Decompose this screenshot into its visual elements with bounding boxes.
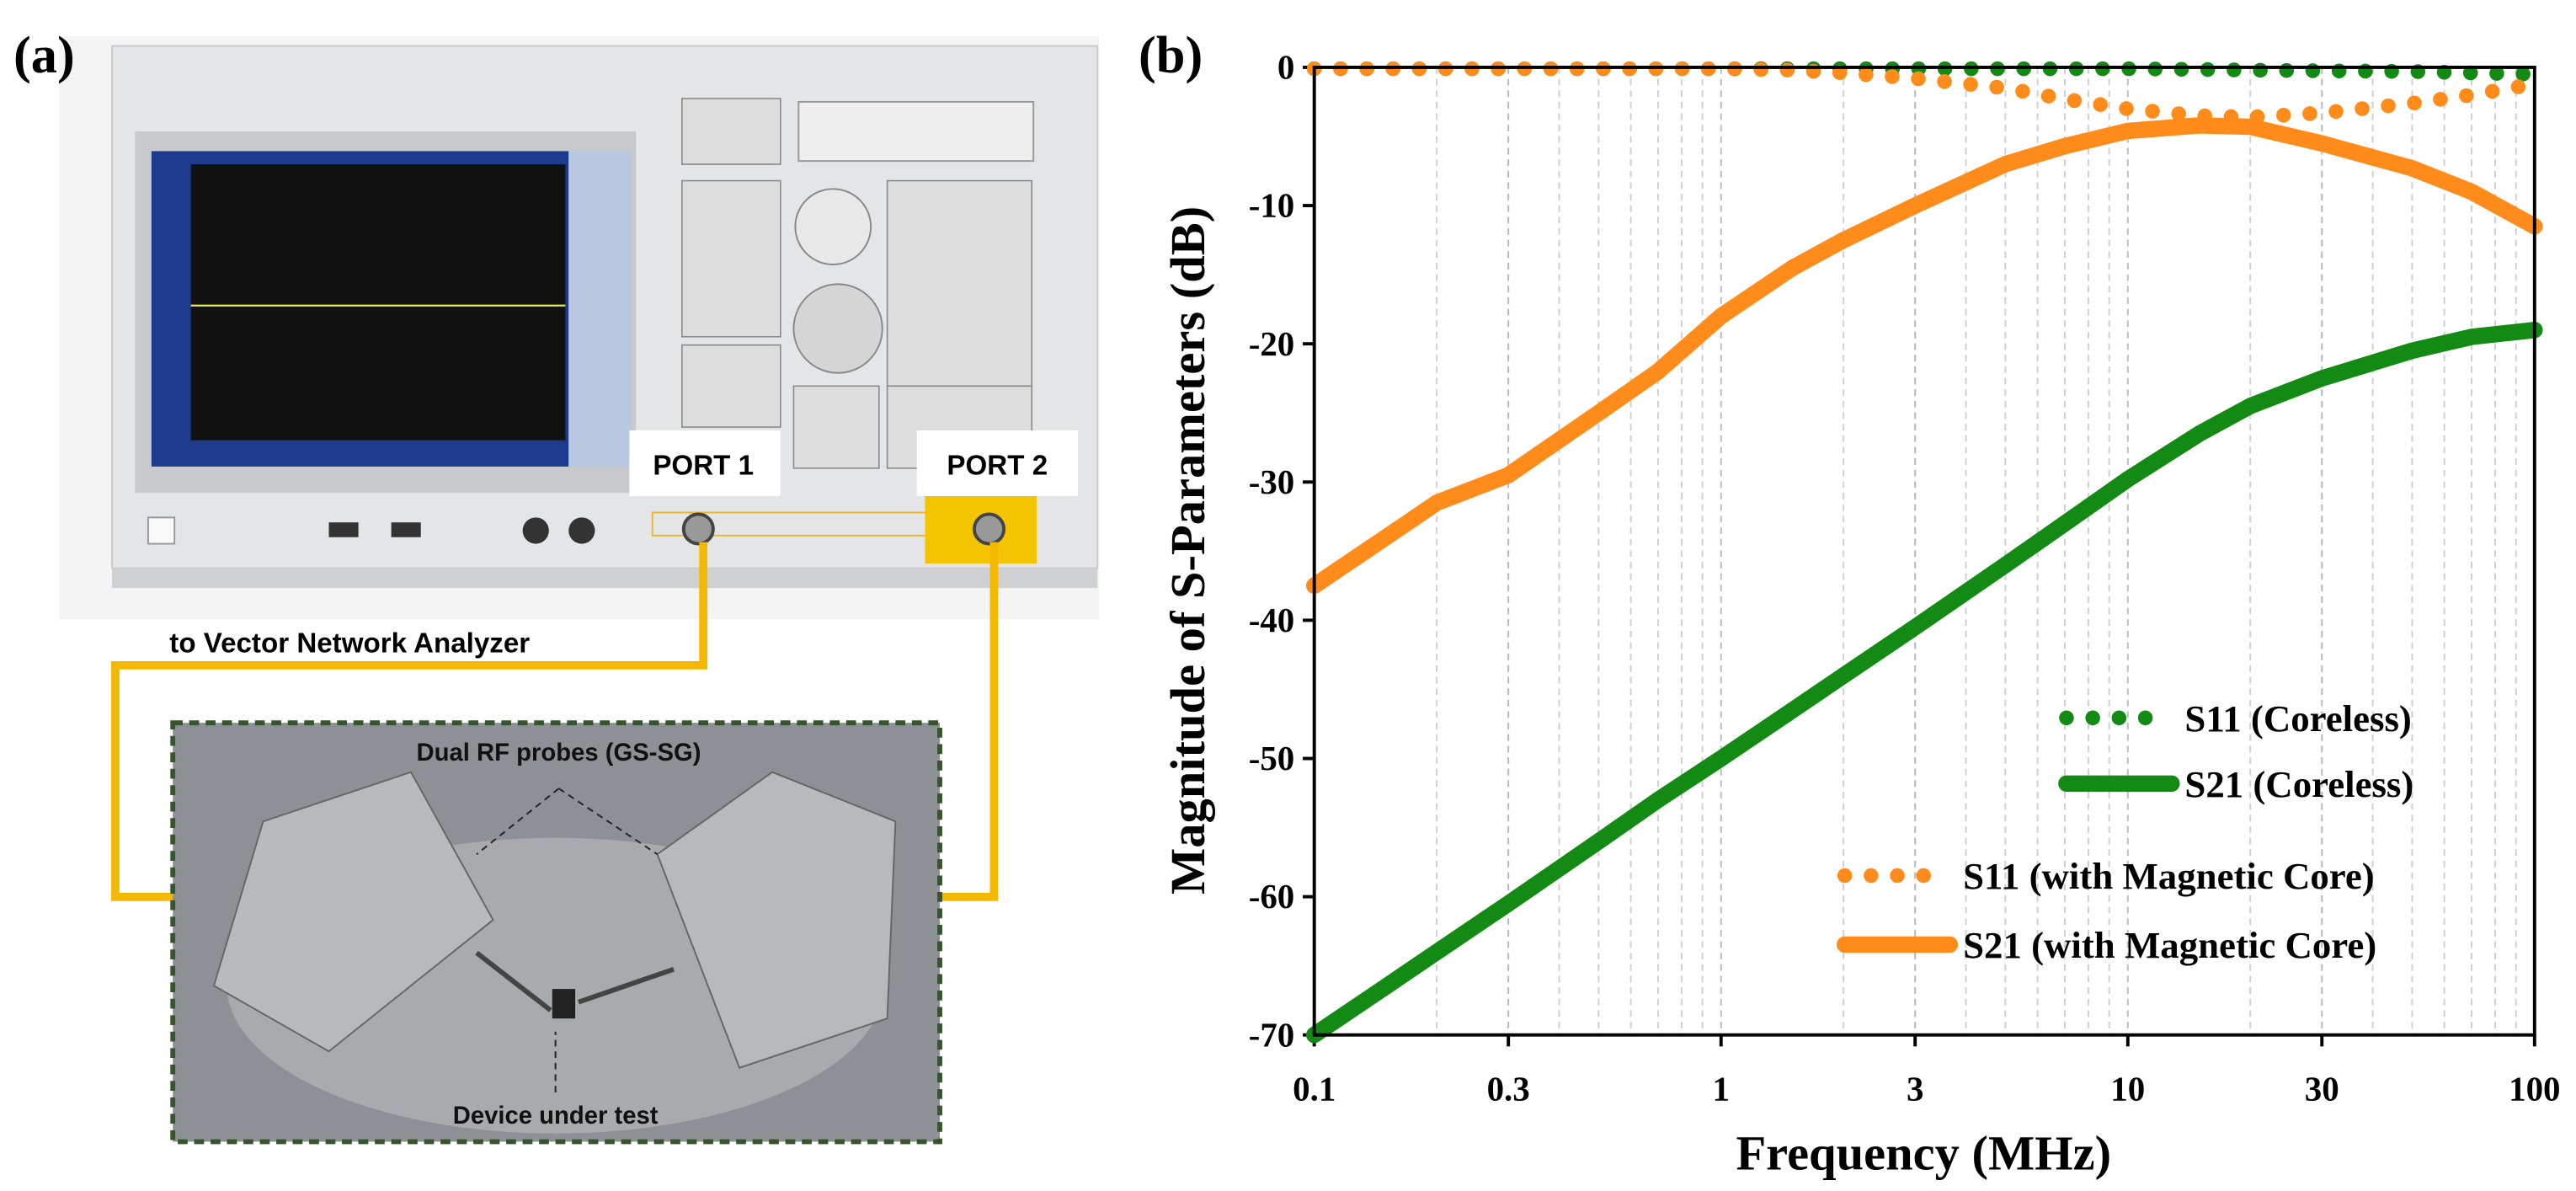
y-tick-label: 0 <box>1277 49 1294 87</box>
legend-label: S11 (Coreless) <box>2184 697 2411 740</box>
port1-label: PORT 1 <box>653 451 754 482</box>
cable-port2 <box>936 542 999 901</box>
display-window <box>797 100 1035 163</box>
usb-port <box>328 522 359 537</box>
port2-label-box <box>916 430 1078 497</box>
y-tick-label: -60 <box>1249 878 1295 916</box>
device <box>552 989 576 1019</box>
y-tick-label: -70 <box>1249 1016 1295 1054</box>
pointer <box>558 788 659 855</box>
probe-left <box>212 771 494 1053</box>
photo-panel: PORT 1 PORT 2 to Vector Network Analyzer… <box>13 26 1100 1145</box>
knob <box>794 188 872 265</box>
probes-caption: Dual RF probes (GS-SG) <box>417 740 701 766</box>
cable-port1 <box>111 542 708 901</box>
y-tick-label: -20 <box>1249 325 1295 363</box>
dut-caption: Device under test <box>453 1103 659 1130</box>
y-tick-label: -40 <box>1249 601 1295 639</box>
y-axis-label: Magnitude of S-Parameters (dB) <box>1160 206 1215 895</box>
probe-power <box>522 517 549 544</box>
x-tick-label: 0.3 <box>1487 1071 1530 1108</box>
probe-tip <box>475 950 552 1012</box>
port1-connector <box>681 512 715 546</box>
legend-label: S21 (Coreless) <box>2184 763 2413 805</box>
panel-label: (b) <box>1139 26 1203 84</box>
legend-label: S21 (with Magnetic Core) <box>1963 924 2376 966</box>
x-tick-label: 30 <box>2305 1071 2339 1108</box>
chart: (b) Frequency (MHz) Magnitude of S-Param… <box>1139 26 2560 1181</box>
nav-pad <box>792 283 883 374</box>
x-tick-label: 100 <box>2509 1071 2560 1108</box>
y-tick-label: -10 <box>1249 187 1295 225</box>
screen-plot <box>190 164 566 441</box>
probe-power <box>568 517 595 544</box>
legend-label: S11 (with Magnetic Core) <box>1963 855 2375 897</box>
power-button <box>147 516 176 545</box>
x-axis-label: Frequency (MHz) <box>1736 1126 2111 1181</box>
y-tick-label: -50 <box>1249 740 1295 777</box>
port1-label-box <box>629 430 781 497</box>
port2-label: PORT 2 <box>947 451 1048 482</box>
x-tick-label: 0.1 <box>1293 1071 1336 1108</box>
x-tick-label: 1 <box>1713 1071 1730 1108</box>
screen-menu <box>568 151 632 467</box>
series-line <box>1305 117 2543 595</box>
x-tick-label: 10 <box>2110 1071 2145 1108</box>
y-tick-label: -30 <box>1249 463 1295 501</box>
port2-connector <box>973 512 1006 546</box>
usb-port <box>391 522 421 537</box>
plot-frame <box>1312 66 2536 1037</box>
series-line <box>1306 61 2542 125</box>
x-tick-label: 3 <box>1907 1071 1923 1108</box>
probe-right <box>656 771 897 1069</box>
instrument-base <box>112 568 1098 589</box>
probe-tip <box>577 966 675 1005</box>
series-line <box>1305 322 2543 1044</box>
panel-label: (a) <box>13 26 75 84</box>
vna-caption: to Vector Network Analyzer <box>169 628 530 659</box>
pointer <box>476 788 560 855</box>
